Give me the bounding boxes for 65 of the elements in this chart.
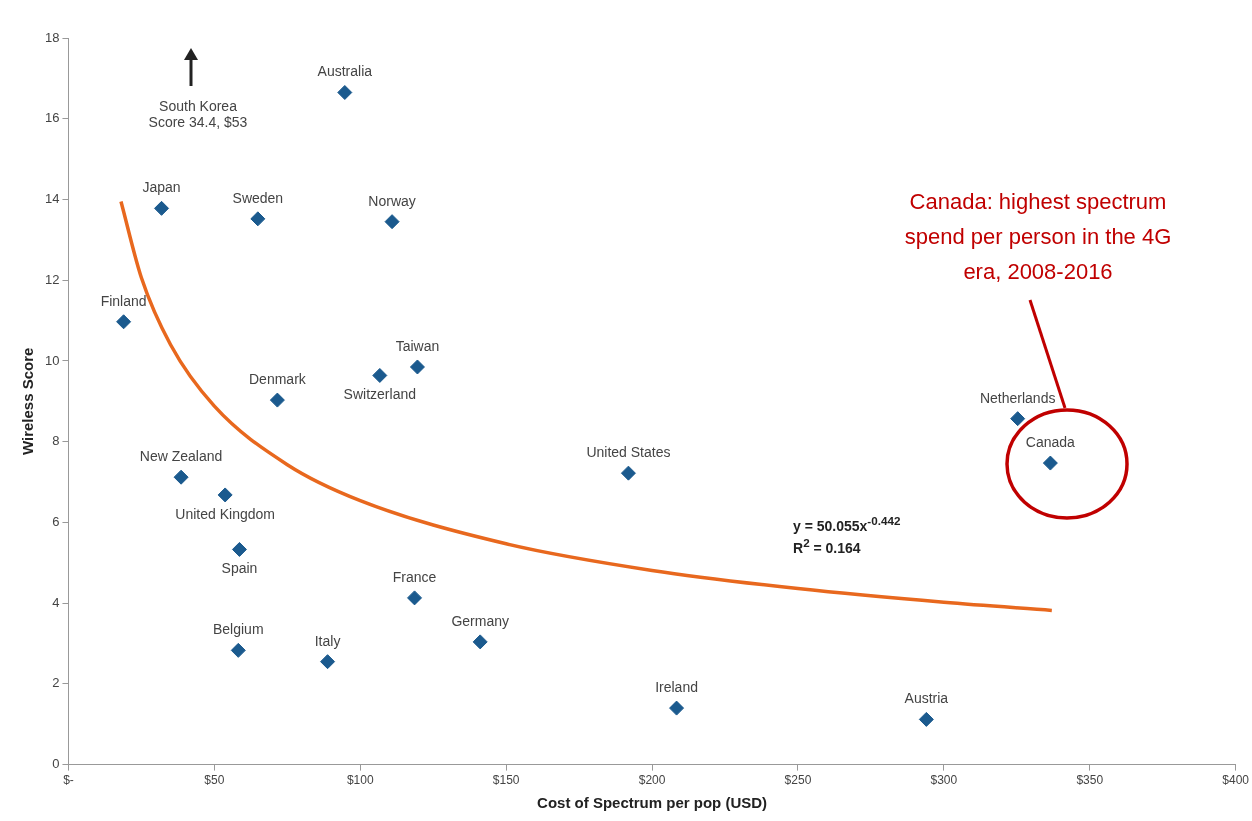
data-label: Spain: [221, 560, 258, 577]
point: [1042, 455, 1058, 471]
annotation: South Korea Score 34.4, $53: [148, 98, 248, 130]
x-tick-label: $300: [930, 773, 958, 788]
point: [320, 654, 336, 670]
x-axis-title: Cost of Spectrum per pop (USD): [537, 794, 768, 812]
x-tick-label: $150: [492, 773, 520, 788]
point: [1010, 411, 1026, 427]
data-label: France: [392, 568, 437, 585]
x-tick-label: $350: [1076, 773, 1104, 788]
y-tick-label: 0: [52, 756, 60, 772]
data-label: Finland: [100, 292, 147, 309]
data-label: Canada: [1025, 433, 1076, 450]
y-tick-label: 16: [44, 110, 60, 126]
y-tick-label: 12: [44, 271, 60, 287]
point: [230, 642, 246, 658]
data-label: Norway: [368, 192, 416, 209]
point: [384, 214, 400, 230]
data-label: Belgium: [212, 621, 264, 638]
point: [337, 85, 353, 100]
x-tick-label: $-: [63, 773, 74, 788]
y-tick-label: 6: [52, 513, 60, 529]
data-label: United Kingdom: [175, 505, 275, 522]
data-label: Denmark: [248, 370, 307, 387]
data-label: Switzerland: [343, 386, 416, 403]
y-tick-label: 8: [52, 433, 60, 449]
x-tick-label: $200: [638, 773, 666, 788]
data-label: New Zealand: [139, 448, 223, 465]
point: [407, 590, 423, 606]
point: [173, 469, 189, 485]
data-label: Netherlands: [979, 389, 1056, 406]
x-tick-label: $50: [204, 773, 225, 788]
data-label: Australia: [317, 63, 373, 80]
point: [620, 465, 636, 481]
point: [472, 634, 488, 650]
point: [116, 314, 132, 330]
y-tick-label: 4: [52, 594, 60, 610]
data-label: Germany: [451, 612, 509, 629]
data-label: United States: [586, 444, 671, 461]
data-label: Italy: [314, 632, 341, 649]
x-tick-label: $250: [784, 773, 812, 788]
x-tick-label: $100: [346, 773, 374, 788]
point: [918, 711, 934, 727]
point: [250, 211, 266, 227]
data-label: Austria: [904, 690, 949, 707]
point: [409, 359, 425, 375]
y-tick-label: 2: [52, 675, 60, 691]
y-tick-label: 10: [44, 352, 60, 368]
point: [231, 541, 247, 557]
point: [217, 487, 233, 503]
annotation: y = 50.055x$^{-0.442}$: [793, 514, 901, 534]
data-label: Sweden: [232, 189, 284, 206]
data-label: Taiwan: [395, 337, 440, 354]
y-tick-label: 14: [44, 191, 60, 207]
point: [669, 700, 685, 716]
y-tick-label: 18: [44, 29, 60, 45]
point: [372, 367, 388, 383]
data-label: Ireland: [655, 678, 698, 695]
point: [154, 200, 170, 216]
data-label: Japan: [142, 179, 181, 196]
annotation: Canada: highest spectrum spend per person in the 4G era, 2008-2016: [903, 188, 1173, 286]
annotation: R$^{2}$ = 0.164: [793, 536, 861, 556]
y-axis-title: Wireless Score: [19, 347, 37, 456]
point: [269, 392, 285, 408]
x-tick-label: $400: [1222, 773, 1250, 788]
